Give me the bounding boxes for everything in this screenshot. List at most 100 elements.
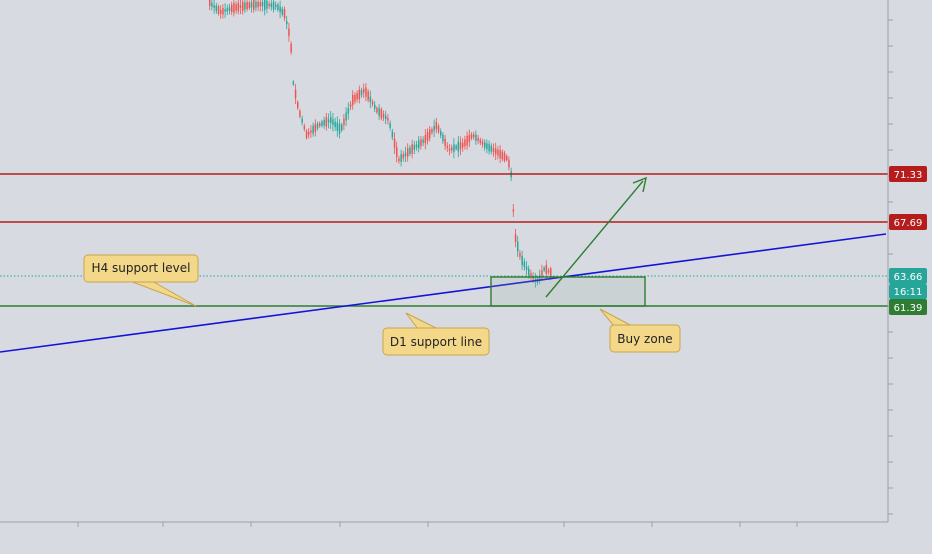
candle [404,146,407,163]
candle [237,0,240,15]
buy-zone-callout[interactable]: Buy zone [599,308,681,353]
candle [242,0,244,15]
buy-zone-box[interactable] [490,276,646,307]
price-label-current: 63.66 [894,272,923,283]
candle [475,130,477,145]
candle [455,144,457,151]
candle [484,139,486,151]
candle [517,236,519,257]
candle [211,0,213,11]
candle [222,4,224,19]
candle [303,123,306,132]
candle [486,139,488,154]
candle [264,0,266,16]
candle [297,100,299,110]
candle [451,144,453,154]
d1-support-label: D1 support line [390,335,482,349]
candle [275,1,277,11]
candle [255,0,257,12]
candle [294,83,297,105]
candle [393,132,396,154]
candle [398,155,400,164]
candle [431,127,433,135]
candle [253,0,255,13]
candle [360,87,363,98]
price-tag-current: 63.66 [889,268,927,284]
time-axis-ticks [77,522,798,527]
candle [286,16,288,30]
candle [407,143,409,162]
candle [209,0,211,11]
candle [248,0,251,10]
countdown-tag: 16:11 [889,284,927,299]
candle [409,145,411,157]
price-label-61: 61.39 [894,303,923,314]
candle [365,82,367,102]
candle [391,128,394,141]
price-axis-ticks [888,19,893,515]
candle [380,107,383,121]
candle [433,119,435,138]
candle [448,144,451,156]
candle [525,260,528,276]
candle [226,4,229,16]
candle [382,110,385,122]
candle [349,100,352,111]
candle [464,135,466,150]
candle [466,131,468,150]
candle [462,138,464,152]
candle [369,90,372,108]
candles-layer [209,0,552,288]
candle [336,116,339,137]
candle [345,107,347,126]
candle [308,128,310,139]
candle [411,139,413,159]
countdown-label: 16:11 [894,287,923,298]
d1-support-trendline[interactable] [0,233,887,353]
candle [281,6,284,17]
candle [437,123,440,134]
candle [413,140,416,155]
time-axis[interactable] [0,521,888,527]
candle [277,2,279,12]
candle [541,264,543,282]
candle [270,0,273,11]
candle [323,116,325,129]
d1-support-callout[interactable]: D1 support line [382,312,490,356]
candle [268,0,270,10]
candle [396,141,398,163]
buy-zone-label: Buy zone [617,332,672,346]
candle [503,150,506,163]
candle [389,120,391,131]
candle [356,90,358,103]
candle [310,125,312,138]
candle [387,114,389,125]
price-axis[interactable]: 71.33 67.69 63.66 16:11 61.39 [887,0,927,522]
candle [224,3,226,18]
candle [415,140,418,151]
candle [330,110,332,130]
candle [422,136,424,147]
candle [319,121,321,128]
candle [325,113,328,131]
candle [444,134,446,151]
candle [418,136,420,153]
candle [305,128,308,140]
candle [523,258,526,271]
candle [547,267,550,275]
candle [424,129,427,150]
candle [459,136,462,156]
candle [530,269,532,280]
h4-support-callout[interactable]: H4 support level [83,254,199,307]
candle [301,115,303,126]
candle [495,142,497,161]
candle [213,0,215,14]
candle [292,80,295,86]
candle [506,154,508,162]
candle [338,119,341,139]
candle [299,108,301,119]
bullish-arrow[interactable] [545,176,647,298]
candle [312,122,314,137]
candle [217,4,220,16]
